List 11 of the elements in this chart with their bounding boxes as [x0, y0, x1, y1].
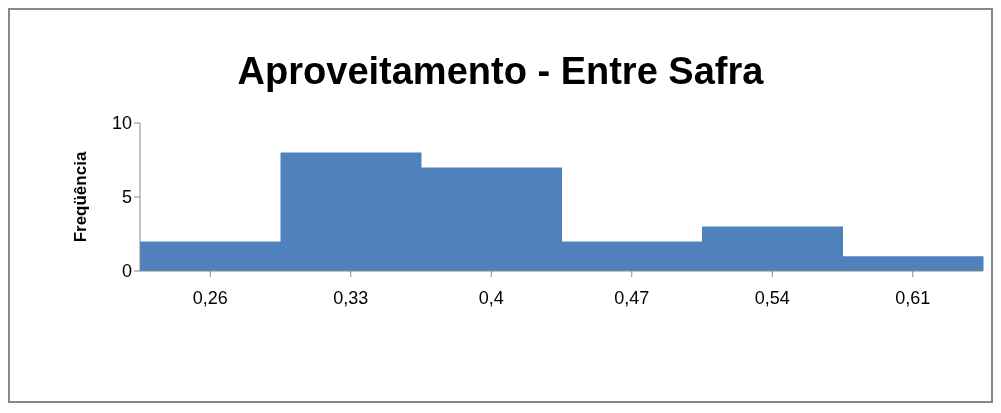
x-tick-label: 0,33 — [333, 287, 369, 308]
x-tick-label: 0,61 — [895, 287, 931, 308]
x-tick-label: 0,4 — [478, 287, 504, 308]
y-tick-label: 5 — [121, 187, 132, 208]
y-axis-title: Freqüência — [71, 151, 91, 243]
y-tick-label: 0 — [121, 261, 132, 282]
chart-title: Aproveitamento - Entre Safra — [236, 50, 765, 93]
x-tick-label: 0,26 — [192, 287, 228, 308]
y-tick-label: 10 — [111, 113, 132, 134]
x-tick-label: 0,47 — [614, 287, 650, 308]
x-tick-label: 0,54 — [754, 287, 790, 308]
